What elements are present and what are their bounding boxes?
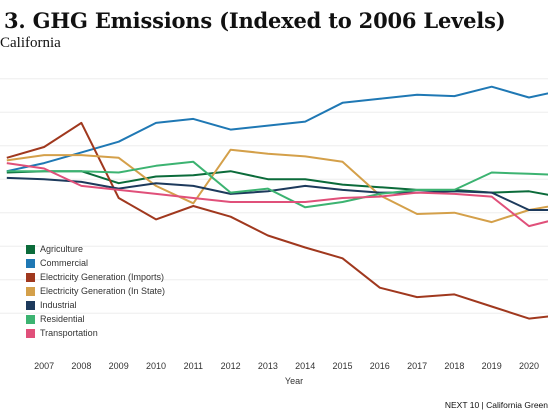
x-tick-label: 2011 — [184, 361, 203, 371]
x-tick-label: 2014 — [295, 361, 315, 371]
legend-label: Agriculture — [40, 244, 84, 254]
legend-swatch — [26, 314, 35, 324]
series-line-transportation — [6, 162, 548, 228]
x-tick-label: 2013 — [258, 361, 278, 371]
x-tick-label: 2020 — [519, 361, 539, 371]
series-lines — [6, 85, 548, 320]
x-tick-label: 2010 — [146, 361, 166, 371]
footer-credit: NEXT 10 | California Green — [444, 400, 548, 410]
legend-label: Industrial — [40, 300, 77, 310]
legend-swatch — [26, 244, 35, 254]
x-axis-ticks: 2007 2008 2009 2010 2011 2012 2013 2014 2015 2016… — [34, 361, 539, 371]
legend-swatch — [26, 328, 35, 338]
legend-item: Commercial — [26, 256, 165, 270]
x-tick-label: 2016 — [370, 361, 390, 371]
legend-swatch — [26, 300, 35, 310]
legend-label: Commercial — [40, 258, 89, 268]
chart-subtitle: California — [0, 35, 61, 51]
legend-label: Transportation — [40, 328, 98, 338]
legend: Agriculture Commercial Electricity Generat… — [26, 242, 165, 340]
x-axis-label: Year — [285, 376, 303, 386]
x-tick-label: 2019 — [482, 361, 502, 371]
legend-item: Industrial — [26, 298, 165, 312]
legend-item: Electricity Generation (In State) — [26, 284, 165, 298]
legend-swatch — [26, 258, 35, 268]
x-tick-label: 2015 — [332, 361, 352, 371]
legend-item: Residential — [26, 312, 165, 326]
x-tick-label: 2009 — [109, 361, 129, 371]
x-tick-label: 2008 — [71, 361, 91, 371]
legend-swatch — [26, 286, 35, 296]
legend-label: Electricity Generation (Imports) — [40, 272, 165, 282]
legend-swatch — [26, 272, 35, 282]
chart-title: 3. GHG Emissions (Indexed to 2006 Levels… — [4, 8, 506, 33]
legend-label: Residential — [40, 314, 85, 324]
series-line-commercial — [6, 85, 548, 173]
x-tick-label: 2012 — [221, 361, 241, 371]
legend-item: Transportation — [26, 326, 165, 340]
legend-item: Electricity Generation (Imports) — [26, 270, 165, 284]
series-line-electricity-generation-in-state — [6, 148, 548, 224]
series-line-industrial — [6, 176, 548, 211]
x-tick-label: 2018 — [444, 361, 464, 371]
x-tick-label: 2007 — [34, 361, 54, 371]
x-tick-label: 2017 — [407, 361, 427, 371]
series-line-residential — [6, 160, 548, 209]
legend-label: Electricity Generation (In State) — [40, 286, 166, 296]
series-line-electricity-generation-imports — [6, 121, 548, 320]
legend-item: Agriculture — [26, 242, 165, 256]
